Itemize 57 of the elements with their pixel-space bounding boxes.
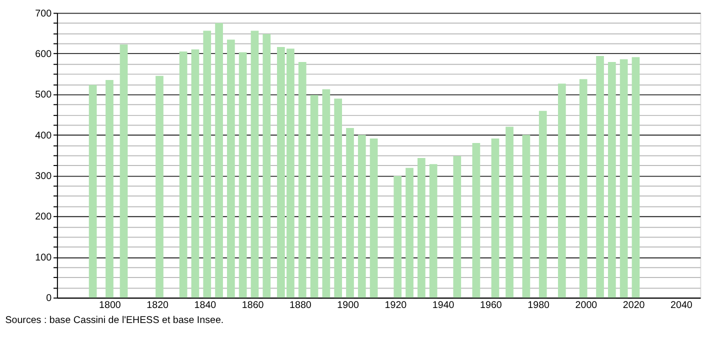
bar bbox=[250, 30, 259, 298]
bar bbox=[298, 62, 306, 298]
bar bbox=[506, 126, 514, 298]
bar bbox=[522, 134, 530, 298]
y-tick-label: 0 bbox=[46, 293, 52, 304]
bar bbox=[472, 143, 480, 298]
bar bbox=[334, 98, 342, 298]
x-tick-label: 1900 bbox=[337, 300, 360, 311]
y-tick-label: 400 bbox=[35, 130, 52, 142]
bar bbox=[429, 164, 438, 298]
y-tick-label: 600 bbox=[35, 48, 52, 60]
bar bbox=[227, 40, 235, 298]
bar bbox=[370, 138, 378, 298]
x-tick-label: 1880 bbox=[290, 300, 312, 311]
bar bbox=[491, 138, 500, 298]
x-tick-label: 1960 bbox=[480, 300, 502, 311]
bar bbox=[238, 52, 247, 298]
y-tick-label: 200 bbox=[35, 212, 52, 223]
bar bbox=[120, 44, 128, 298]
bar bbox=[203, 30, 212, 298]
bar bbox=[358, 134, 366, 298]
bar bbox=[106, 80, 114, 298]
y-tick-label: 100 bbox=[35, 252, 52, 264]
x-tick-label: 1860 bbox=[242, 300, 264, 311]
x-tick-label: 1840 bbox=[194, 300, 217, 311]
y-tick-label: 300 bbox=[35, 170, 52, 182]
bar bbox=[179, 51, 188, 298]
bar bbox=[310, 94, 318, 298]
bar bbox=[453, 156, 462, 298]
bar bbox=[406, 168, 414, 298]
source-note: Sources : base Cassini de l'EHESS et base Insee. bbox=[5, 315, 224, 326]
x-tick-label: 1920 bbox=[384, 300, 408, 311]
bar bbox=[191, 49, 200, 298]
bar bbox=[394, 176, 402, 298]
bar bbox=[156, 76, 164, 298]
bar bbox=[346, 128, 354, 298]
x-tick-label: 1800 bbox=[99, 300, 122, 311]
bar bbox=[262, 34, 271, 298]
x-tick-label: 1820 bbox=[146, 300, 170, 311]
bar bbox=[538, 110, 547, 298]
bar bbox=[608, 62, 616, 298]
bar bbox=[322, 89, 330, 298]
x-tick-label: 2040 bbox=[670, 300, 693, 311]
x-tick-label: 2000 bbox=[575, 300, 598, 311]
bar bbox=[620, 59, 628, 298]
y-tick-label: 500 bbox=[35, 90, 52, 101]
y-tick-label: 700 bbox=[35, 8, 52, 20]
x-tick-label: 1980 bbox=[528, 300, 550, 311]
bar bbox=[632, 57, 640, 298]
x-tick-label: 1940 bbox=[432, 300, 455, 311]
bar bbox=[418, 158, 426, 298]
bar bbox=[596, 56, 604, 298]
bar bbox=[558, 84, 566, 298]
x-tick-label: 2020 bbox=[622, 300, 646, 311]
bar bbox=[215, 22, 223, 298]
bar bbox=[579, 79, 588, 298]
bar bbox=[88, 84, 97, 298]
